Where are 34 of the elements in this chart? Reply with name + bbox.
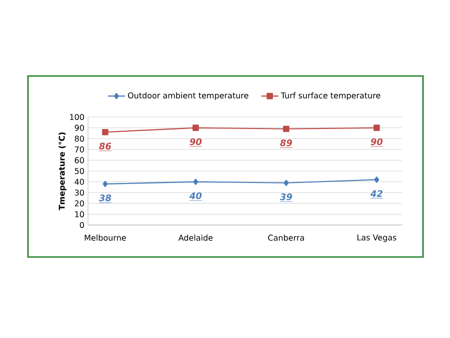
y-tick-label: 90 bbox=[74, 124, 84, 131]
y-tick-label: 80 bbox=[74, 136, 84, 142]
x-tick-label: Las Vegas bbox=[357, 234, 396, 242]
x-tick-label: Melbourne bbox=[84, 234, 126, 241]
y-tick-label: 20 bbox=[74, 200, 84, 206]
point bbox=[192, 124, 199, 131]
y-tick-label: 0 bbox=[80, 222, 84, 228]
x-tick-label: Canberra bbox=[268, 234, 304, 241]
x-tick-label: Adelaide bbox=[178, 234, 213, 241]
y-tick-label: 60 bbox=[74, 157, 84, 164]
data-label: 90 bbox=[190, 138, 202, 146]
data-label: 39 bbox=[280, 193, 292, 200]
point bbox=[102, 180, 108, 188]
y-tick-label: 70 bbox=[74, 146, 84, 152]
y-axis-title: Tmeperature (℃) bbox=[58, 132, 66, 210]
point bbox=[283, 126, 290, 132]
data-label: 42 bbox=[370, 190, 382, 197]
point bbox=[374, 124, 380, 131]
legend-label: Turf surface temperature bbox=[280, 92, 380, 100]
y-tick-label: 40 bbox=[74, 178, 84, 185]
y-tick-label: 50 bbox=[74, 168, 84, 174]
data-label: 38 bbox=[98, 194, 112, 202]
point bbox=[284, 180, 289, 186]
y-tick-label: 10 bbox=[75, 211, 84, 218]
data-label: 40 bbox=[189, 192, 202, 200]
legend-label: Outdoor ambient temperature bbox=[128, 92, 248, 100]
point bbox=[102, 128, 108, 136]
point bbox=[374, 176, 380, 183]
data-label: 90 bbox=[370, 138, 383, 146]
y-tick-label: 100 bbox=[70, 114, 84, 120]
y-tick-label: 30 bbox=[74, 190, 84, 196]
point bbox=[193, 178, 198, 185]
data-label: 89 bbox=[280, 139, 292, 146]
data-label: 86 bbox=[99, 142, 112, 150]
